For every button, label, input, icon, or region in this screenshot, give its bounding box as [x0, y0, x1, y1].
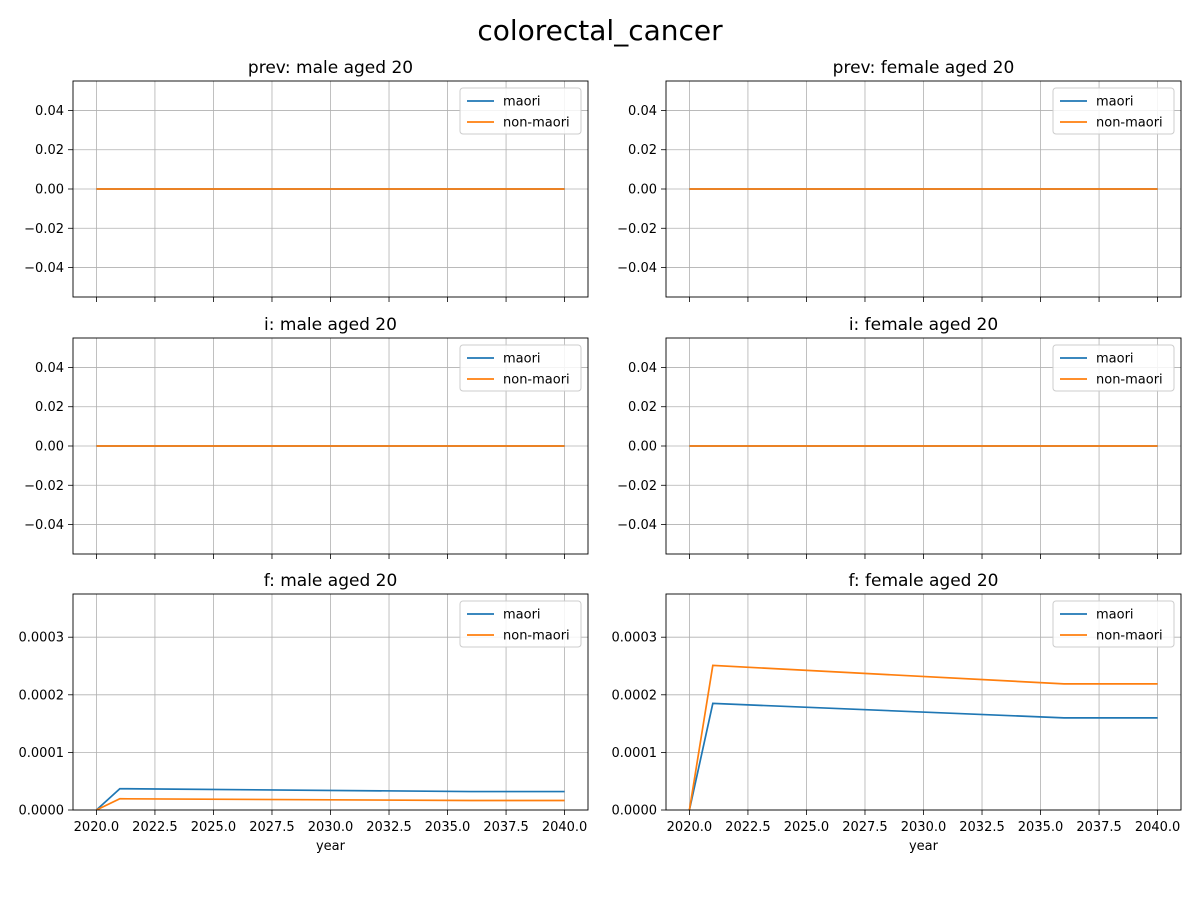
- subplot-3: i: female aged 20 0.04 0.02 0.00 −0.02 −0.04 m…: [617, 315, 1182, 559]
- legend-label: maori: [503, 608, 541, 623]
- y-tick-label: 0.0003: [19, 631, 65, 646]
- y-tick-label: 0.02: [35, 143, 64, 158]
- y-tick-label: 0.00: [628, 183, 657, 198]
- y-tick-label: 0.0001: [19, 746, 65, 761]
- legend: maori non-maori: [459, 600, 582, 648]
- x-tick-label: 2020.0: [667, 820, 713, 835]
- x-tick-label: 2032.5: [366, 820, 412, 835]
- legend-label: maori: [1096, 608, 1134, 623]
- legend: maori non-maori: [459, 344, 582, 392]
- legend-label: non-maori: [1096, 629, 1163, 644]
- y-tick-label: 0.0003: [612, 631, 658, 646]
- axes-frame: [72, 337, 589, 555]
- y-tick-label: 0.0001: [612, 746, 658, 761]
- x-tick-label: 2030.0: [901, 820, 947, 835]
- x-tick-label: 2027.5: [249, 820, 295, 835]
- y-tick-label: 0.0000: [612, 804, 658, 819]
- x-tick-label: 2025.0: [784, 820, 830, 835]
- y-tick-label: 0.0002: [19, 688, 65, 703]
- y-tick-label: 0.04: [628, 104, 657, 119]
- legend-label: maori: [1096, 95, 1134, 110]
- x-tick-label: 2035.0: [1018, 820, 1064, 835]
- legend-label: non-maori: [503, 116, 570, 131]
- y-tick-label: 0.02: [35, 400, 64, 415]
- x-tick-label: 2037.5: [483, 820, 529, 835]
- subplot-title: prev: male aged 20: [248, 58, 413, 78]
- legend-label: maori: [503, 352, 541, 367]
- y-tick-label: −0.02: [24, 479, 64, 494]
- legend-label: maori: [1096, 352, 1134, 367]
- y-tick-label: 0.00: [35, 440, 64, 455]
- x-tick-label: 2027.5: [842, 820, 888, 835]
- subplot-grid: prev: male aged 20 0.04 0.02 0.00 −0.02 −0.04…: [19, 58, 1182, 854]
- legend-label: maori: [503, 95, 541, 110]
- x-tick-label: 2030.0: [308, 820, 354, 835]
- y-tick-label: 0.02: [628, 400, 657, 415]
- legend: maori non-maori: [1052, 600, 1175, 648]
- axes-frame: [72, 80, 589, 298]
- series-line-non-maori: [96, 797, 565, 810]
- x-tick-label: 2037.5: [1076, 820, 1122, 835]
- axes-frame: [665, 80, 1182, 298]
- x-tick-label: 2040.0: [542, 820, 588, 835]
- x-tick-label: 2022.5: [132, 820, 178, 835]
- y-tick-label: 0.00: [35, 183, 64, 198]
- y-tick-label: −0.02: [617, 222, 657, 237]
- subplot-1: prev: female aged 20 0.04 0.02 0.00 −0.02 −0.…: [617, 58, 1182, 302]
- x-tick-label: 2040.0: [1135, 820, 1181, 835]
- x-tick-label: 2025.0: [191, 820, 237, 835]
- subplot-5: f: female aged 20 2020.0 2022.5 2025.0 2027.…: [612, 571, 1182, 854]
- y-tick-label: 0.02: [628, 143, 657, 158]
- x-tick-label: 2020.0: [74, 820, 120, 835]
- subplot-title: f: male aged 20: [264, 571, 398, 591]
- legend: maori non-maori: [1052, 344, 1175, 392]
- y-tick-label: −0.04: [24, 261, 64, 276]
- x-axis-label: year: [909, 839, 939, 854]
- figure-title: colorectal_cancer: [477, 14, 723, 47]
- legend-label: non-maori: [1096, 373, 1163, 388]
- x-axis-label: year: [316, 839, 346, 854]
- subplot-title: i: male aged 20: [264, 315, 397, 335]
- series-line-non-maori: [688, 664, 1158, 810]
- subplot-title: prev: female aged 20: [833, 58, 1015, 78]
- axes-frame: [72, 593, 589, 811]
- y-tick-label: −0.04: [24, 518, 64, 533]
- y-tick-label: 0.0002: [612, 688, 658, 703]
- legend-label: non-maori: [503, 373, 570, 388]
- series-line-maori: [95, 787, 565, 810]
- axes-frame: [665, 337, 1182, 555]
- y-tick-label: −0.04: [617, 518, 657, 533]
- y-tick-label: 0.00: [628, 440, 657, 455]
- y-tick-label: −0.04: [617, 261, 657, 276]
- y-tick-label: 0.04: [35, 104, 64, 119]
- legend: maori non-maori: [1052, 87, 1175, 135]
- y-tick-label: 0.0000: [19, 804, 65, 819]
- legend: maori non-maori: [459, 87, 582, 135]
- axes-frame: [665, 593, 1182, 811]
- y-tick-label: 0.04: [35, 361, 64, 376]
- series-line-maori: [688, 702, 1158, 810]
- x-tick-label: 2022.5: [725, 820, 771, 835]
- y-tick-label: 0.04: [628, 361, 657, 376]
- subplot-2: i: male aged 20 0.04 0.02 0.00 −0.02 −0.04 mao…: [24, 315, 589, 559]
- y-tick-label: −0.02: [24, 222, 64, 237]
- subplot-0: prev: male aged 20 0.04 0.02 0.00 −0.02 −0.04…: [24, 58, 589, 302]
- legend-label: non-maori: [1096, 116, 1163, 131]
- subplot-title: f: female aged 20: [848, 571, 998, 591]
- y-tick-label: −0.02: [617, 479, 657, 494]
- legend-label: non-maori: [503, 629, 570, 644]
- x-tick-label: 2035.0: [425, 820, 471, 835]
- x-tick-label: 2032.5: [959, 820, 1005, 835]
- subplot-4: f: male aged 20 2020.0 2022.5 2025.0 2027.5 2…: [19, 571, 589, 854]
- subplot-title: i: female aged 20: [849, 315, 998, 335]
